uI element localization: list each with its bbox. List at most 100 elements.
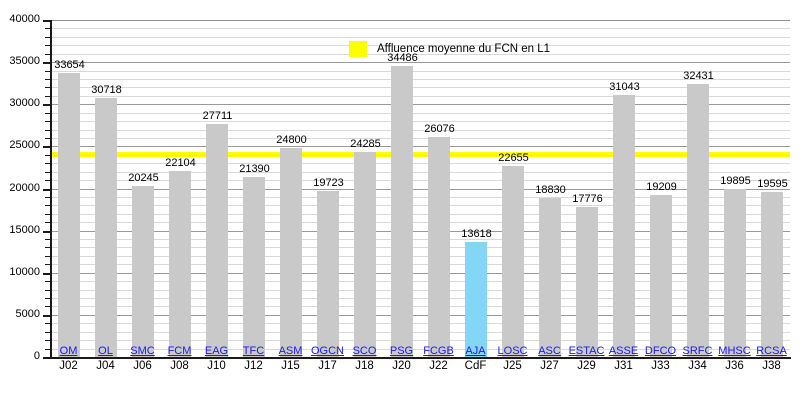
y-tick-minor bbox=[45, 196, 51, 198]
x-label-matchday: J04 bbox=[96, 360, 115, 372]
gridline-minor bbox=[50, 121, 790, 123]
gridline-major bbox=[50, 20, 790, 21]
y-tick-minor bbox=[45, 87, 51, 89]
x-label-team[interactable]: DFCO bbox=[644, 345, 677, 357]
average-reference-line bbox=[50, 151, 790, 157]
y-tick-minor bbox=[45, 36, 51, 38]
y-tick-label: 15000 bbox=[9, 223, 40, 236]
gridline-minor bbox=[50, 171, 790, 173]
x-axis-column-dfco: DFCO J33 bbox=[645, 345, 676, 373]
x-label-matchday: J36 bbox=[725, 360, 744, 372]
x-axis-column-ogcn: OGCN J17 bbox=[311, 345, 344, 373]
bar-sco bbox=[353, 152, 376, 357]
x-label-matchday: J34 bbox=[688, 360, 707, 372]
bar-value-label: 33654 bbox=[54, 59, 85, 72]
x-label-team[interactable]: FCGB bbox=[423, 345, 454, 357]
x-label-team[interactable]: MHSC bbox=[718, 345, 751, 357]
x-axis-column-psg: PSG J20 bbox=[390, 345, 413, 373]
x-axis-column-asm: ASM J15 bbox=[279, 345, 303, 373]
bar-value-label: 22104 bbox=[165, 156, 196, 169]
x-label-team[interactable]: ASC bbox=[538, 345, 561, 357]
x-axis-column-estac: ESTAC J29 bbox=[569, 345, 605, 373]
y-tick-minor bbox=[45, 154, 51, 156]
x-label-matchday: J17 bbox=[318, 360, 337, 372]
y-tick-minor bbox=[45, 137, 51, 139]
x-axis-column-eag: EAG J10 bbox=[205, 345, 228, 373]
x-label-team[interactable]: SRFC bbox=[682, 345, 713, 357]
x-label-team[interactable]: OL bbox=[98, 345, 113, 357]
y-tick-label: 10000 bbox=[9, 265, 40, 278]
x-label-team[interactable]: RCSA bbox=[756, 345, 787, 357]
y-tick-major bbox=[43, 188, 51, 191]
y-tick-major bbox=[43, 314, 51, 317]
y-tick-minor bbox=[45, 331, 51, 333]
y-tick-minor bbox=[45, 213, 51, 215]
y-tick-label: 20000 bbox=[9, 181, 40, 194]
bar-value-label: 30718 bbox=[91, 84, 122, 97]
x-label-team[interactable]: ASM bbox=[278, 345, 303, 357]
gridline-minor bbox=[50, 112, 790, 114]
y-tick-major bbox=[43, 146, 51, 149]
bar-value-label: 19895 bbox=[720, 175, 751, 188]
gridline-minor bbox=[50, 340, 790, 342]
x-label-team[interactable]: FCM bbox=[167, 345, 192, 357]
y-tick-minor bbox=[45, 222, 51, 224]
y-tick-minor bbox=[45, 348, 51, 350]
gridline-minor bbox=[50, 298, 790, 300]
x-axis-column-losc: LOSC J25 bbox=[498, 345, 528, 373]
y-tick-label: 30000 bbox=[9, 97, 40, 110]
y-tick-minor bbox=[45, 53, 51, 55]
legend-label-average: Affluence moyenne du FCN en L1 bbox=[377, 43, 551, 55]
x-label-team[interactable]: PSG bbox=[389, 345, 414, 357]
x-label-team[interactable]: LOSC bbox=[497, 345, 528, 357]
gridline-major bbox=[50, 146, 790, 148]
x-label-matchday: J27 bbox=[540, 360, 559, 372]
x-label-team[interactable]: ASSE bbox=[608, 345, 639, 357]
x-label-team[interactable]: AJA bbox=[465, 345, 486, 357]
y-tick-minor bbox=[45, 95, 51, 97]
y-tick-major bbox=[43, 62, 51, 65]
bar-eag bbox=[205, 123, 228, 357]
y-tick-minor bbox=[45, 180, 51, 182]
gridline-minor bbox=[50, 205, 790, 207]
x-axis-column-rcsa: RCSA J38 bbox=[756, 345, 787, 373]
x-axis-column-asc: ASC J27 bbox=[538, 345, 561, 373]
bar-value-label: 32431 bbox=[683, 69, 714, 82]
gridline-minor bbox=[50, 281, 790, 283]
bar-value-label: 31043 bbox=[609, 81, 640, 94]
y-tick-minor bbox=[45, 281, 51, 283]
x-label-team[interactable]: ESTAC bbox=[568, 345, 605, 357]
x-label-team[interactable]: SMC bbox=[130, 345, 155, 357]
bar-value-label: 13618 bbox=[461, 228, 492, 241]
x-label-team[interactable]: OGCN bbox=[311, 345, 344, 357]
bar-smc bbox=[131, 186, 154, 357]
gridline-minor bbox=[50, 247, 790, 249]
x-label-team[interactable]: SCO bbox=[352, 345, 377, 357]
x-axis-column-fcgb: FCGB J22 bbox=[423, 345, 454, 373]
y-tick-label: 35000 bbox=[9, 55, 40, 68]
x-label-matchday: J18 bbox=[355, 360, 374, 372]
bar-value-label: 19723 bbox=[313, 176, 344, 189]
x-axis-column-om: OM J02 bbox=[59, 345, 78, 373]
gridline-minor bbox=[50, 289, 790, 291]
gridline-minor bbox=[50, 154, 790, 156]
legend-swatch-average bbox=[349, 41, 367, 57]
x-label-matchday: J31 bbox=[614, 360, 633, 372]
gridline-minor bbox=[50, 163, 790, 165]
gridline-major bbox=[50, 188, 790, 190]
x-axis bbox=[43, 357, 791, 359]
gridline-major bbox=[50, 314, 790, 316]
x-axis-column-ol: OL J04 bbox=[96, 345, 115, 373]
y-tick-minor bbox=[45, 112, 51, 114]
x-label-team[interactable]: TFC bbox=[242, 345, 265, 357]
x-axis-column-tfc: TFC J12 bbox=[243, 345, 264, 373]
gridline-minor bbox=[50, 87, 790, 89]
bar-value-label: 22655 bbox=[498, 152, 529, 165]
y-tick-minor bbox=[45, 70, 51, 72]
y-tick-label: 40000 bbox=[9, 13, 40, 25]
gridline-minor bbox=[50, 36, 790, 38]
bar-estac bbox=[575, 207, 598, 357]
x-label-team[interactable]: EAG bbox=[204, 345, 229, 357]
y-tick-major bbox=[43, 230, 51, 233]
x-label-team[interactable]: OM bbox=[59, 345, 78, 357]
